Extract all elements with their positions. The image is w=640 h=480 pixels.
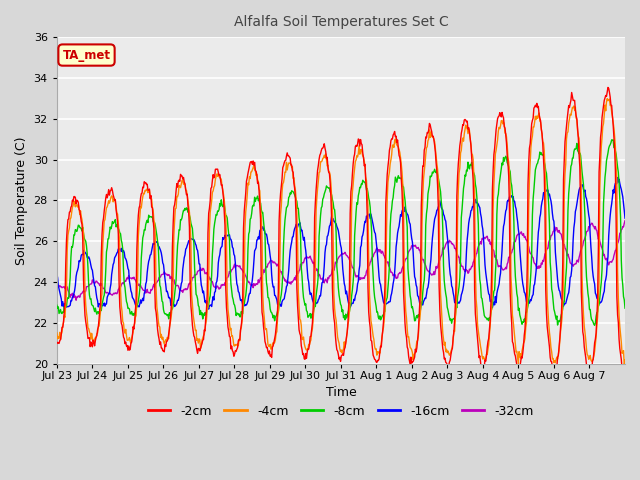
Legend: -2cm, -4cm, -8cm, -16cm, -32cm: -2cm, -4cm, -8cm, -16cm, -32cm <box>143 400 539 423</box>
Title: Alfalfa Soil Temperatures Set C: Alfalfa Soil Temperatures Set C <box>234 15 448 29</box>
X-axis label: Time: Time <box>326 386 356 399</box>
Text: TA_met: TA_met <box>63 48 111 61</box>
Y-axis label: Soil Temperature (C): Soil Temperature (C) <box>15 136 28 264</box>
